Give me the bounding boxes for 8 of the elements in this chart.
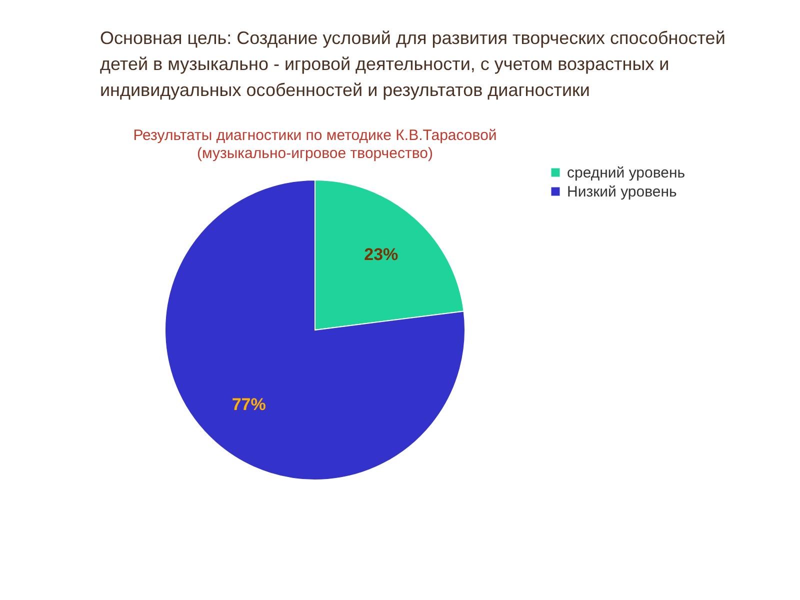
data-label: 23% [364, 244, 398, 264]
data-label: 77% [232, 395, 266, 414]
pie-slice [164, 180, 466, 480]
legend-label: средний уровень [567, 164, 686, 182]
legend-label: Низкий уровень [567, 184, 678, 200]
chart-title: Результаты диагностики по методике К.В.Тарасовой [133, 127, 497, 144]
text: Основная цель: Создание условий для развития творческих способностей детей в музыкально - игровой деятельности, с учетом возрастных и индивидуальных особенностей и результатов диагностики [100, 28, 726, 100]
chart-subtitle: (музыкально-игровое творчество) [197, 145, 433, 162]
